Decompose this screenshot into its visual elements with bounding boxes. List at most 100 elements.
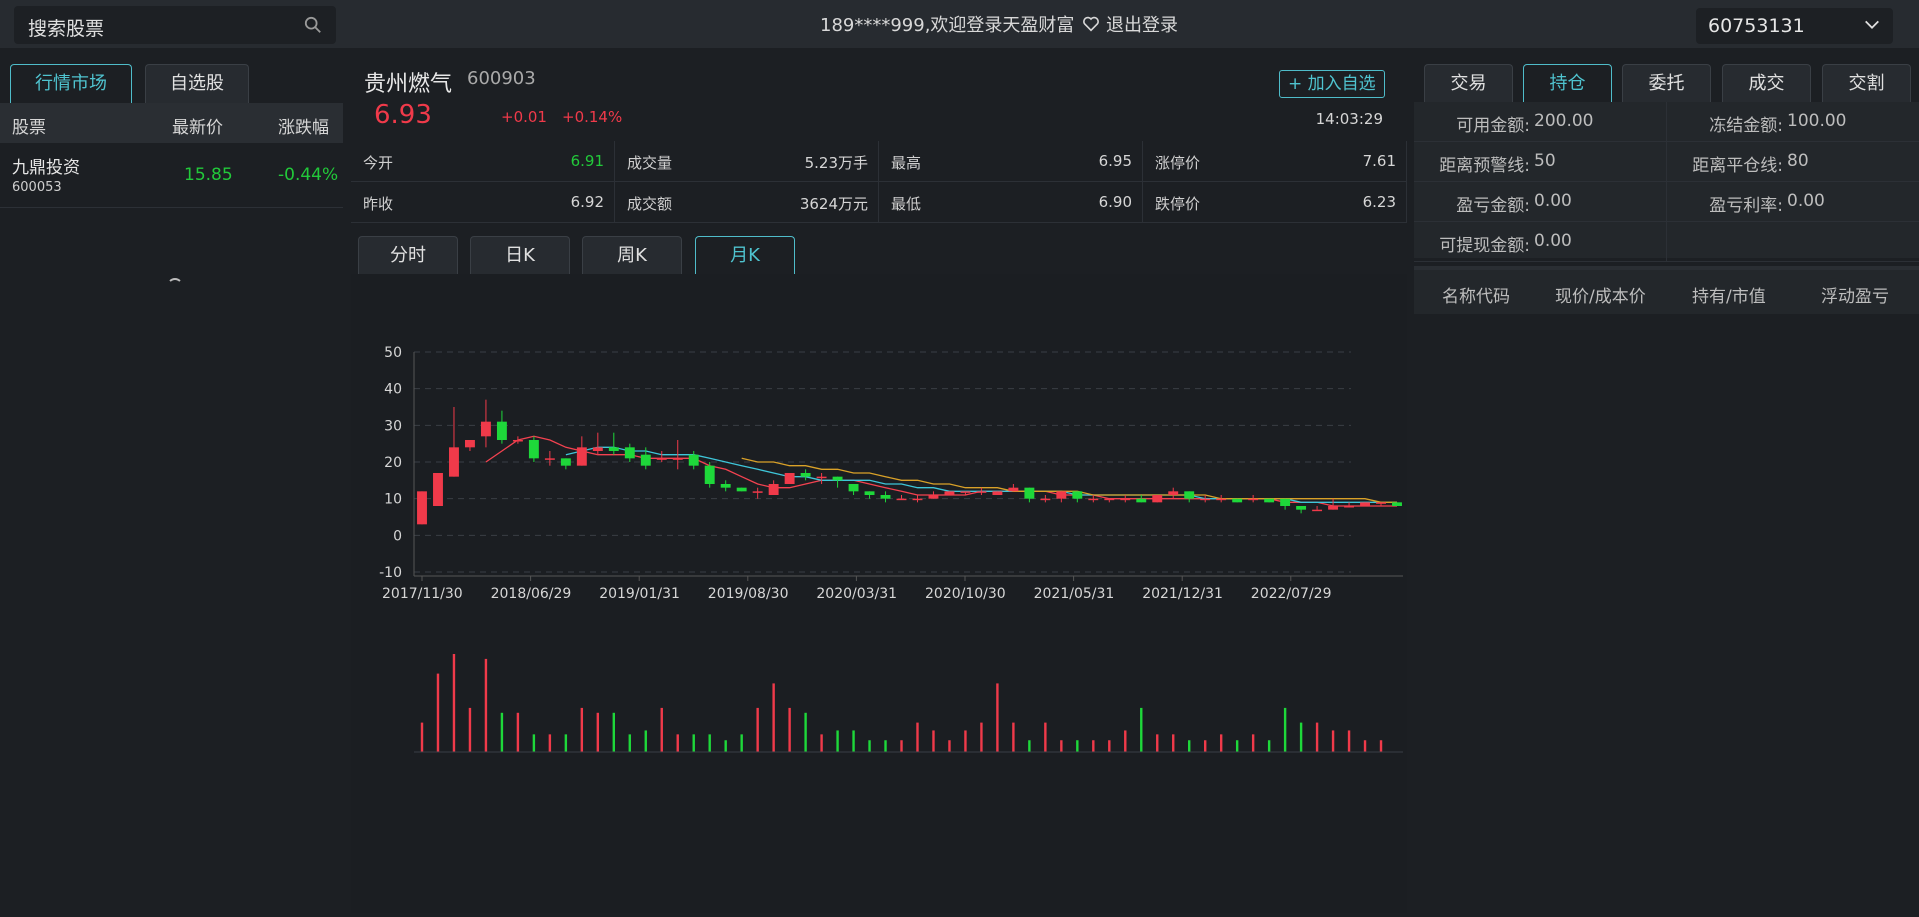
volume-bar [1108, 740, 1111, 752]
account-field-value: 0.00 [1534, 191, 1572, 211]
volume-bar [1156, 734, 1159, 752]
volume-bar [756, 707, 759, 752]
volume-bar [788, 707, 791, 752]
quote-field-prev-close: 昨收 6.92 [351, 182, 615, 223]
volume-bar [948, 740, 951, 752]
account-field-empty [1667, 222, 1919, 262]
account-field-label: 可用金额: [1456, 116, 1530, 136]
account-field: 距离预警线: 50 [1414, 142, 1667, 182]
stock-name: 九鼎投资 [12, 158, 80, 178]
quote-field-label: 成交量 [627, 154, 673, 172]
volume-bar [1124, 730, 1127, 752]
volume-bar [676, 734, 679, 752]
volume-bar [932, 730, 935, 752]
candle-body [1120, 498, 1131, 501]
candle-body [992, 491, 1003, 495]
stock-code: 600053 [12, 180, 62, 195]
candle-body [960, 491, 971, 493]
tab-weekly-k[interactable]: 周K [582, 236, 682, 275]
account-field: 可提现金额: 0.00 [1414, 222, 1667, 262]
volume-bar [468, 707, 472, 752]
candle-body [464, 440, 475, 448]
tab-settlement[interactable]: 交割 [1822, 64, 1911, 103]
candle-body [1008, 487, 1019, 492]
volume-bar [900, 740, 903, 752]
tab-monthly-k[interactable]: 月K [695, 236, 795, 275]
tab-orders[interactable]: 委托 [1622, 64, 1711, 103]
quote-field-open: 今开 6.91 [351, 141, 615, 182]
logout-button[interactable]: 退出登录 [1082, 11, 1178, 37]
search-icon[interactable] [304, 16, 322, 34]
volume-bar [1060, 740, 1063, 752]
position-table-header: 名称代码 现价/成本价 持有/市值 浮动盈亏 [1414, 266, 1919, 314]
volume-bar [692, 734, 695, 752]
col-change: 涨跌幅 [278, 118, 329, 138]
candle-body [576, 447, 587, 466]
volume-bar [1076, 740, 1079, 752]
x-tick-label: 2019/08/30 [708, 586, 789, 602]
account-field-label: 冻结金额: [1709, 116, 1783, 136]
volume-bar [500, 712, 504, 752]
volume-bar [1203, 740, 1207, 752]
search-box[interactable]: 搜索股票 [14, 6, 336, 44]
add-watchlist-button[interactable]: + 加入自选 [1279, 70, 1385, 98]
candle-body [1392, 502, 1402, 506]
stock-title-code: 600903 [467, 68, 536, 89]
tab-daily-k[interactable]: 日K [470, 236, 570, 275]
volume-bar [1012, 722, 1015, 752]
volume-bar [836, 730, 839, 752]
candle-body [1328, 506, 1339, 510]
candle-body [1296, 506, 1307, 510]
account-field: 盈亏利率: 0.00 [1667, 182, 1919, 222]
candle-body [864, 491, 875, 495]
tab-intraday[interactable]: 分时 [358, 236, 458, 275]
top-bar: 搜索股票 189****999,欢迎登录天盈财富 退出登录 60753131 [0, 0, 1919, 48]
account-field-value: 0.00 [1787, 191, 1825, 211]
candle-body [1344, 506, 1355, 508]
volume-bar [484, 658, 488, 752]
quote-field-label: 昨收 [363, 195, 394, 213]
search-input[interactable]: 搜索股票 [28, 18, 105, 40]
tab-trade[interactable]: 交易 [1424, 64, 1513, 103]
account-select[interactable]: 60753131 [1696, 8, 1893, 44]
account-field-value: 80 [1787, 151, 1809, 171]
stock-row[interactable]: 九鼎投资 600053 15.85 -0.44% [0, 145, 343, 208]
account-field: 距离平仓线: 80 [1667, 142, 1919, 182]
tab-position[interactable]: 持仓 [1523, 64, 1612, 103]
quote-field-value: 6.95 [1098, 152, 1132, 170]
volume-bar [804, 712, 807, 752]
price-change: +0.01 [501, 108, 547, 126]
quote-field-volume: 成交量 5.23万手 [615, 141, 879, 182]
candle-body [1200, 498, 1211, 501]
account-field-label: 距离预警线: [1439, 156, 1530, 176]
y-tick-label: -10 [379, 565, 402, 581]
candle-body [704, 465, 715, 484]
volume-bar [852, 730, 855, 752]
volume-bar [996, 683, 999, 752]
candle-body [560, 458, 571, 466]
account-field-label: 距离平仓线: [1692, 156, 1783, 176]
account-field: 冻结金额: 100.00 [1667, 102, 1919, 142]
volume-bar [564, 734, 568, 752]
stock-change: -0.44% [278, 165, 339, 185]
candle-body [912, 498, 923, 501]
account-field-value: 50 [1534, 151, 1556, 171]
candle-body [752, 491, 763, 493]
quote-time: 14:03:29 [1315, 110, 1383, 128]
tab-watchlist[interactable]: 自选股 [145, 64, 249, 103]
account-field-label: 可提现金额: [1439, 236, 1530, 256]
volume-bar [1028, 740, 1031, 752]
tab-deals[interactable]: 成交 [1722, 64, 1811, 103]
candle-body [433, 473, 443, 506]
tab-market[interactable]: 行情市场 [10, 64, 132, 103]
account-field: 盈亏金额: 0.00 [1414, 182, 1667, 222]
candle-body [672, 458, 683, 460]
volume-bar [1140, 707, 1143, 752]
ma-line [485, 435, 1397, 507]
candle-body [1024, 487, 1035, 499]
volume-bar [1235, 740, 1239, 752]
volume-bar [820, 734, 823, 752]
x-tick-label: 2021/12/31 [1142, 586, 1223, 602]
x-tick-label: 2022/07/29 [1251, 586, 1332, 602]
volume-bar [1315, 722, 1319, 752]
